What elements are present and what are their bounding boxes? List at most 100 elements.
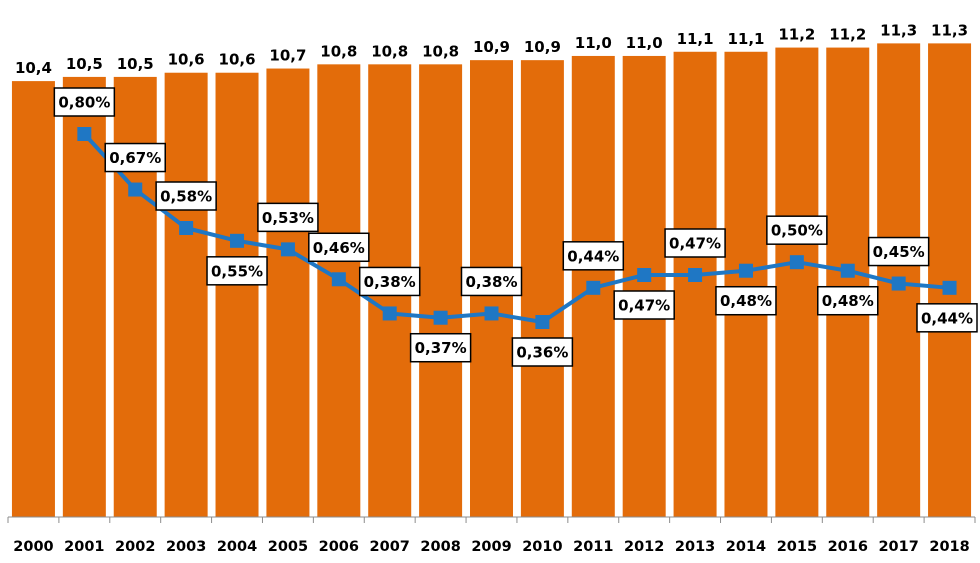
bar-value-label: 11,3 [931,21,968,39]
pct-label-box [409,332,472,363]
bar-value-label: 11,2 [778,26,815,44]
bar [520,60,564,517]
pct-value-label: 0,47% [669,235,721,253]
pct-label-box [358,266,421,297]
bar-value-label: 10,6 [168,51,205,69]
pct-label-box [613,290,675,320]
bar [673,51,717,517]
bar [826,47,870,517]
pct-label-box [308,232,370,263]
pct-label-box [867,236,930,267]
bar [266,68,310,518]
pct-value-label: 0,47% [618,297,670,315]
bar-value-label: 11,1 [727,30,764,48]
pct-value-label: 0,53% [262,209,314,227]
pct-label-box [155,181,217,211]
x-tick-label: 2001 [64,539,104,555]
pct-label-box [766,215,828,245]
line-marker [484,306,499,321]
pct-label-box [664,228,726,258]
x-tick-label: 2015 [777,539,817,555]
pct-label-box [817,285,879,316]
pct-label-box [511,337,574,367]
x-tick-label: 2012 [624,539,664,555]
pct-value-label: 0,38% [364,273,416,291]
pct-label-box [460,266,523,297]
line-marker [586,280,601,295]
line-marker [280,242,295,257]
x-tick-label: 2014 [726,539,766,555]
bar-value-label: 11,1 [677,30,714,48]
x-tick-label: 2007 [370,539,410,555]
bar [215,72,259,517]
pct-value-label: 0,55% [211,262,263,280]
line-marker [128,182,143,197]
pct-value-label: 0,67% [109,149,161,167]
bar-value-label: 10,9 [473,38,510,56]
pct-label-box [53,87,116,117]
bar-value-label: 10,8 [320,42,357,60]
line-marker [688,268,703,282]
line-marker [535,315,550,329]
pct-value-label: 0,44% [921,309,973,327]
x-tick-label: 2005 [268,539,308,555]
x-tick-label: 2011 [573,539,613,555]
x-tick-label: 2004 [217,539,257,555]
x-tick-label: 2010 [522,539,562,555]
bar [928,43,972,518]
bar [622,55,666,518]
line-marker [77,127,92,141]
x-tick-label: 2006 [319,539,359,555]
line-marker [738,263,753,278]
pct-label-box [104,142,166,173]
pct-value-label: 0,38% [465,273,517,291]
x-tick-label: 2000 [13,539,53,555]
bar-value-label: 10,5 [117,55,154,73]
bar-value-label: 10,5 [66,55,103,73]
pct-value-label: 0,50% [771,222,823,240]
line-marker [382,306,397,321]
pct-value-label: 0,58% [160,188,212,206]
bar-value-label: 11,0 [575,34,612,52]
bar [775,47,819,517]
bar [724,51,768,517]
line-marker [230,233,245,248]
line-marker [789,255,804,270]
bar-value-label: 11,0 [626,34,663,52]
x-tick-label: 2002 [115,539,155,555]
pct-label-box [257,202,319,233]
line-marker [179,221,194,235]
bar-value-label: 10,4 [15,59,52,77]
bar-value-label: 11,2 [829,26,866,44]
line-marker [891,276,906,291]
bar [164,72,208,517]
bar [419,64,463,518]
series-line [82,132,950,324]
x-tick-label: 2013 [675,539,715,555]
pct-value-label: 0,36% [516,344,568,362]
bar [62,76,106,518]
pct-label-box [562,241,625,271]
bar-value-label: 10,6 [219,51,256,69]
bar [11,81,55,518]
bar-value-label: 10,8 [371,42,408,60]
pct-value-label: 0,46% [313,239,365,257]
line-marker [840,263,855,278]
pct-value-label: 0,48% [720,292,772,310]
line-marker [942,280,957,295]
pct-value-label: 0,44% [567,247,619,265]
bar-value-label: 11,3 [880,21,917,39]
pct-label-box [916,303,978,333]
bar-value-label: 10,7 [269,47,306,65]
line-marker [637,268,652,282]
pct-label-box [715,285,777,316]
x-tick-label: 2017 [878,539,918,555]
pct-label-box [206,256,268,286]
bar-value-label: 10,9 [524,38,561,56]
line-marker [331,272,346,287]
x-tick-label: 2009 [471,539,511,555]
pct-value-label: 0,48% [822,292,874,310]
line-marker [433,310,448,325]
